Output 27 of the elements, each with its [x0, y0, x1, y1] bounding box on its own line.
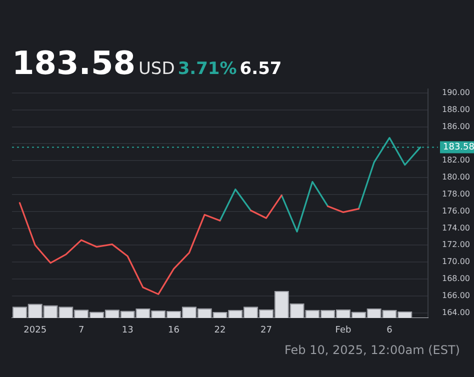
y-tick-label: 164.00 [442, 308, 470, 317]
y-tick-label: 170.00 [442, 257, 470, 266]
y-tick-label: 180.00 [442, 172, 470, 182]
text: Feb 10, 2025, 12:00am (EST) [284, 343, 460, 357]
x-tick-label: 27 [260, 326, 272, 336]
x-tick-label: 16 [168, 326, 180, 336]
y-tick-label: 172.00 [442, 240, 470, 250]
y-tick-label: 178.00 [442, 190, 470, 199]
y-tick-label: 168.00 [442, 274, 470, 284]
y-tick-label: 174.00 [442, 223, 470, 232]
text: 3.71% [178, 59, 237, 79]
y-tick-label: 190.00 [442, 88, 470, 98]
y-tick-label: 166.00 [442, 290, 470, 300]
x-tick-label: 13 [122, 326, 134, 336]
x-tick-label: 6 [386, 326, 393, 336]
x-tick-label: Feb [335, 326, 352, 336]
x-tick-label: 7 [78, 326, 84, 336]
y-tick-label: 182.00 [442, 156, 470, 165]
chart-title: 183.58 [12, 44, 136, 82]
x-tick-label: 22 [214, 326, 226, 336]
y-tick-label: 188.00 [442, 105, 470, 114]
y-tick-label: 186.00 [442, 122, 470, 131]
ref-line-label: 183.58 [443, 142, 474, 153]
chart-subtitle: USD [138, 59, 175, 79]
y-tick-label: 176.00 [442, 206, 470, 216]
text: 6.57 [240, 59, 282, 79]
x-tick-label: 2025 [24, 326, 47, 336]
